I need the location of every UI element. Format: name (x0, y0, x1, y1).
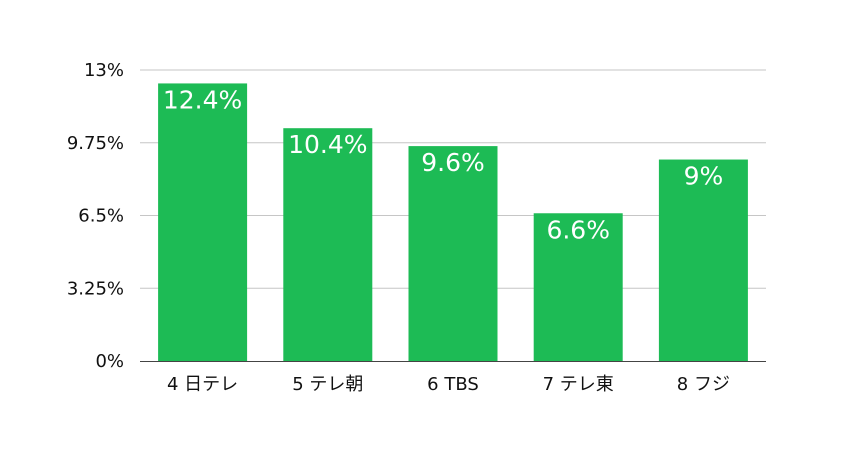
y-axis-tick-labels: 0% 3.25% 6.5% 9.75% 13% (67, 60, 124, 372)
y-tick-label: 13% (84, 60, 124, 81)
bars (158, 83, 748, 361)
bar-value-label: 12.4% (163, 85, 242, 114)
x-category-label: 5 テレ朝 (292, 374, 363, 395)
bar (158, 83, 248, 361)
bar (658, 159, 748, 361)
data-labels: 12.4% 10.4% 9.6% 6.6% 9% (163, 85, 723, 244)
bar (408, 146, 498, 361)
y-tick-label: 0% (95, 351, 124, 372)
bar (283, 128, 373, 361)
bar-value-label: 9% (684, 162, 724, 191)
bar-value-label: 9.6% (421, 148, 485, 177)
bar-value-label: 10.4% (288, 130, 367, 159)
y-tick-label: 6.5% (78, 206, 124, 227)
bar (533, 213, 623, 361)
x-category-label: 7 テレ東 (543, 374, 614, 395)
x-category-label: 6 TBS (427, 374, 479, 395)
x-axis-category-labels: 4 日テレ 5 テレ朝 6 TBS 7 テレ東 8 フジ (167, 374, 730, 395)
y-tick-label: 9.75% (67, 133, 124, 154)
x-category-label: 8 フジ (677, 374, 730, 395)
x-category-label: 4 日テレ (167, 374, 238, 395)
y-tick-label: 3.25% (67, 278, 124, 299)
bar-value-label: 6.6% (546, 215, 610, 244)
